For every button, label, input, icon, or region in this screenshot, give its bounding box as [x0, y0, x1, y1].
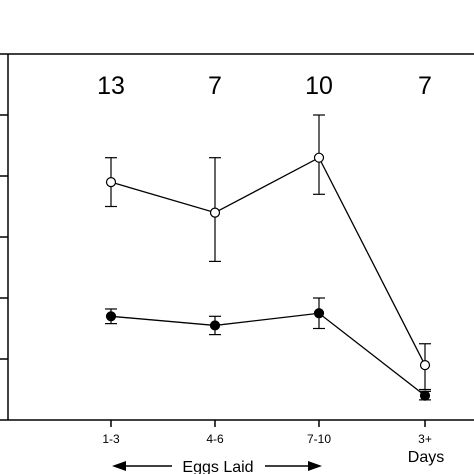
series-line: [110, 312, 426, 397]
data-point: [313, 152, 325, 163]
data-point: [419, 390, 431, 401]
sample-size-label: 13: [97, 72, 125, 100]
x-axis-title-group: Eggs Laid Days: [112, 449, 444, 474]
x-tick-label: 3+: [418, 432, 432, 446]
x-tick-label: 7-10: [307, 432, 331, 446]
data-point: [209, 207, 221, 218]
x-tick-labels: 1-3 4-6 7-10 3+: [102, 432, 432, 446]
series-line: [110, 156, 426, 366]
series-filled-circle: [105, 297, 431, 401]
sample-size-label: 10: [305, 72, 333, 100]
x-axis-title: Eggs Laid: [182, 459, 253, 474]
sample-size-label: 7: [208, 72, 222, 100]
series-open-circle: [105, 114, 431, 391]
data-point: [419, 360, 431, 371]
x-axis-title-secondary: Days: [408, 449, 444, 466]
series-group: [105, 114, 431, 401]
sample-size-labels: 13 7 10 7: [97, 72, 432, 100]
data-point: [105, 177, 117, 188]
x-title-arrow-left-head: [112, 461, 126, 471]
x-tick-label: 1-3: [102, 432, 120, 446]
data-point: [313, 308, 325, 319]
data-point: [209, 320, 221, 331]
sample-size-label: 7: [418, 72, 432, 100]
x-tick-label: 4-6: [206, 432, 224, 446]
axes: [0, 53, 474, 427]
x-title-arrow-right-head: [308, 461, 322, 471]
data-point: [105, 311, 117, 322]
